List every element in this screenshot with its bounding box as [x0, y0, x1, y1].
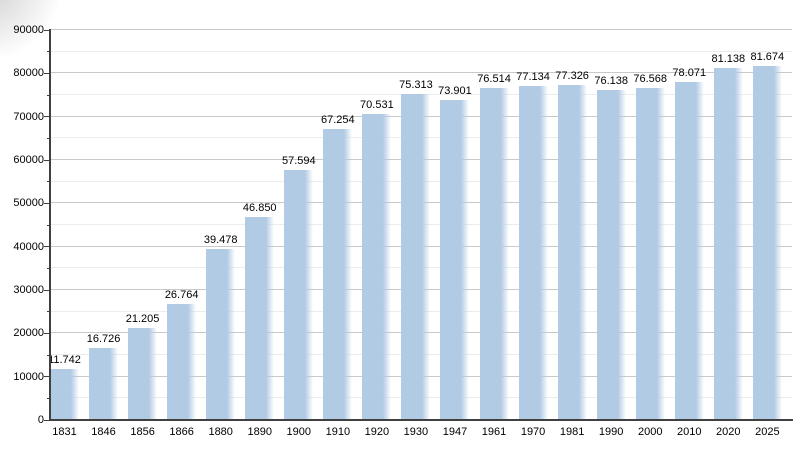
bar-column: 76.568 2000 [633, 30, 675, 438]
bar-value-label: 57.594 [281, 155, 316, 168]
x-tick-label: 1961 [481, 426, 507, 438]
bar-value-label: 77.134 [516, 70, 550, 83]
bar [557, 84, 587, 420]
y-tick-label: 70000 [13, 110, 44, 123]
bar-column: 70.531 1920 [360, 30, 401, 438]
x-tick-label: 1930 [403, 426, 429, 438]
x-tick-label: 2000 [637, 426, 663, 438]
bar-column: 77.134 1970 [516, 30, 558, 438]
bar [596, 90, 626, 420]
bar-value-label: 73.901 [438, 84, 472, 97]
bar-value-label: 81.674 [750, 51, 785, 64]
gridline-minor [50, 50, 792, 52]
bar [752, 66, 782, 420]
bar-column: 39.478 1880 [203, 30, 245, 438]
bar-column: 26.764 1866 [164, 30, 206, 438]
y-tick-label: 50000 [13, 197, 44, 210]
bar [362, 114, 392, 420]
x-tick-label: 1846 [91, 426, 116, 438]
x-tick-label: 1831 [52, 426, 77, 438]
bar-column: 73.901 1947 [438, 30, 479, 438]
bar-column: 46.850 1890 [242, 30, 284, 438]
x-tick-label: 2010 [677, 426, 702, 438]
y-tick-label: 10000 [13, 370, 44, 383]
bar-value-label: 16.726 [86, 332, 121, 345]
y-tick-label: 0 [37, 414, 44, 426]
bar-column: 76.138 1990 [594, 30, 636, 438]
bar [635, 88, 665, 420]
bar-value-label: 21.205 [125, 313, 160, 326]
x-tick-label: 1900 [286, 426, 312, 438]
bar-value-label: 76.568 [633, 73, 668, 86]
bar-column: 16.726 1846 [86, 30, 128, 438]
x-tick-label: 1970 [520, 426, 546, 438]
bar-value-label: 76.514 [477, 73, 511, 86]
bar [440, 99, 470, 420]
bar [284, 170, 314, 420]
y-tick-label: 80000 [13, 67, 44, 80]
y-axis-line [49, 29, 51, 421]
bar [713, 68, 743, 420]
bar-column: 78.071 2010 [672, 30, 714, 438]
bar [245, 216, 275, 420]
bar [167, 304, 197, 420]
x-axis-line [49, 419, 793, 421]
bar [128, 328, 158, 420]
bar-value-label: 78.071 [672, 66, 707, 79]
x-tick-label: 1856 [130, 426, 155, 438]
bar-column: 75.313 1930 [399, 30, 440, 438]
bar [479, 88, 509, 420]
bar-value-label: 70.531 [360, 99, 394, 112]
bar [518, 85, 548, 420]
bar-column: 57.594 1900 [281, 30, 323, 438]
bar-column: 81.674 2025 [750, 30, 792, 438]
y-tick-label: 30000 [13, 284, 44, 296]
bar-value-label: 67.254 [321, 113, 355, 126]
bar-value-label: 77.326 [555, 69, 589, 82]
x-tick-label: 1947 [442, 426, 468, 438]
bar-column: 11.742 1831 [48, 30, 89, 438]
gridline-major [50, 72, 792, 74]
bar-value-label: 39.478 [203, 233, 238, 246]
plot-area: 11.742 1831 16.726 1846 21.205 1856 26.764 1866… [48, 29, 792, 438]
x-tick-label: 1981 [559, 426, 585, 438]
bar-value-label: 26.764 [164, 289, 199, 302]
bar-value-label: 11.742 [48, 354, 81, 367]
y-tick-label: 60000 [13, 154, 44, 166]
bar [674, 81, 704, 420]
x-tick-label: 2025 [755, 426, 780, 438]
bar [323, 128, 353, 420]
bar [206, 248, 236, 420]
x-tick-label: 1880 [208, 426, 233, 438]
gridline-major [50, 29, 792, 30]
x-tick-label: 1890 [247, 426, 272, 438]
bar [401, 93, 431, 420]
bar-column: 76.514 1961 [477, 30, 519, 438]
bar [50, 369, 79, 420]
y-tick-label: 40000 [13, 240, 44, 253]
x-tick-label: 1920 [364, 426, 390, 438]
x-tick-label: 2020 [716, 426, 741, 438]
x-tick-label: 1990 [598, 426, 624, 438]
bar-value-label: 46.850 [242, 201, 277, 214]
y-tick-label: 90000 [13, 24, 44, 36]
bar-value-label: 81.138 [711, 53, 746, 66]
bar [89, 347, 119, 420]
bar-column: 21.205 1856 [125, 30, 167, 438]
x-tick-label: 1910 [325, 426, 351, 438]
bar-column: 77.326 1981 [555, 30, 597, 438]
bars-layer: 11.742 1831 16.726 1846 21.205 1856 26.764 1866… [48, 30, 792, 438]
bar-value-label: 76.138 [594, 75, 628, 88]
bar-column: 67.254 1910 [321, 30, 362, 438]
bar-column: 81.138 2020 [711, 30, 753, 438]
y-tick-label: 20000 [13, 327, 44, 340]
x-tick-label: 1866 [169, 426, 194, 438]
bar-value-label: 75.313 [399, 78, 433, 91]
